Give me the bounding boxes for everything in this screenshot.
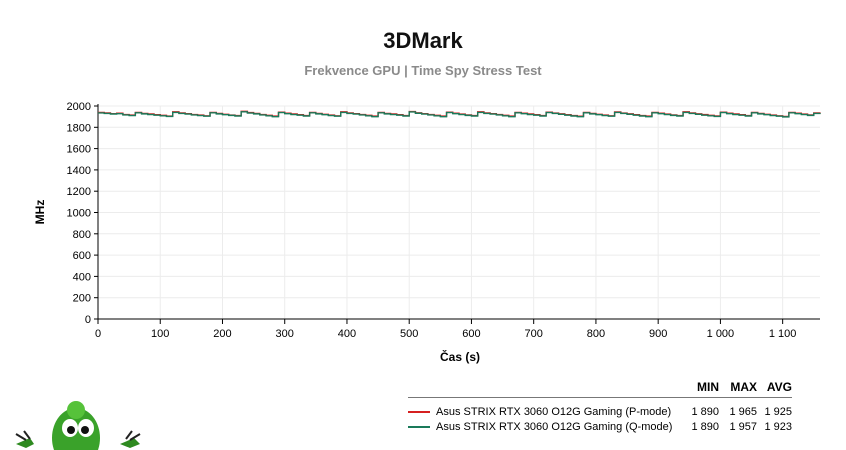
y-tick-label: 600 — [73, 250, 91, 262]
x-tick-label: 400 — [338, 328, 356, 340]
green-alien-mascot-icon — [15, 401, 141, 450]
x-tick-label: 600 — [462, 328, 480, 340]
legend-row-p-mode: Asus STRIX RTX 3060 O12G Gaming (P-mode)… — [408, 404, 792, 419]
x-tick-label: 700 — [525, 328, 543, 340]
x-tick-label: 800 — [587, 328, 605, 340]
x-tick-label: 200 — [213, 328, 231, 340]
y-tick-label: 1000 — [67, 208, 91, 220]
min-header: MIN — [697, 380, 719, 394]
stats-header: MIN MAX AVG — [408, 380, 792, 398]
grid-lines — [97, 105, 820, 320]
y-tick-label: 800 — [73, 229, 91, 241]
tick-labels: 0 200 400 600 800 1000 1200 1400 1600 1800 2000 0 10… — [67, 101, 797, 340]
legend-label-q-mode: Asus STRIX RTX 3060 O12G Gaming (Q-mode) — [436, 420, 673, 433]
x-tick-label: 500 — [400, 328, 418, 340]
y-tick-label: 200 — [73, 293, 91, 305]
series-lines — [98, 110, 821, 118]
y-tick-label: 1400 — [67, 165, 91, 177]
avg-header: AVG — [766, 380, 792, 394]
chart-title: 3DMark — [383, 28, 463, 53]
max-value-q-mode: 1 957 — [729, 420, 757, 433]
axes — [94, 104, 820, 324]
max-value-p-mode: 1 965 — [729, 405, 757, 418]
y-tick-label: 1200 — [67, 186, 91, 198]
chart-subtitle: Frekvence GPU | Time Spy Stress Test — [304, 63, 542, 78]
min-value-q-mode: 1 890 — [691, 420, 719, 433]
avg-value-p-mode: 1 925 — [764, 405, 792, 418]
x-tick-label: 300 — [276, 328, 294, 340]
y-tick-label: 2000 — [67, 101, 91, 113]
max-header: MAX — [730, 380, 757, 394]
y-tick-label: 1600 — [67, 144, 91, 156]
x-tick-label: 0 — [95, 328, 101, 340]
x-axis-label: Čas (s) — [440, 349, 480, 364]
y-tick-label: 1800 — [67, 122, 91, 134]
x-tick-label: 900 — [649, 328, 667, 340]
min-value-p-mode: 1 890 — [691, 405, 719, 418]
legend-label-p-mode: Asus STRIX RTX 3060 O12G Gaming (P-mode) — [436, 405, 672, 418]
y-axis-label: MHz — [33, 200, 47, 225]
y-tick-label: 400 — [73, 271, 91, 283]
y-tick-label: 0 — [85, 314, 91, 326]
legend-swatch-p-mode — [408, 410, 430, 413]
legend-row-q-mode: Asus STRIX RTX 3060 O12G Gaming (Q-mode)… — [408, 419, 792, 434]
avg-value-q-mode: 1 923 — [764, 420, 792, 433]
series-line-q-mode — [98, 111, 821, 118]
stats-legend-table: MIN MAX AVG Asus STRIX RTX 3060 O12G Gam… — [408, 380, 792, 434]
legend-swatch-q-mode — [408, 425, 430, 428]
x-tick-label: 1 100 — [769, 328, 797, 340]
x-tick-label: 1 000 — [707, 328, 735, 340]
x-tick-label: 100 — [151, 328, 169, 340]
